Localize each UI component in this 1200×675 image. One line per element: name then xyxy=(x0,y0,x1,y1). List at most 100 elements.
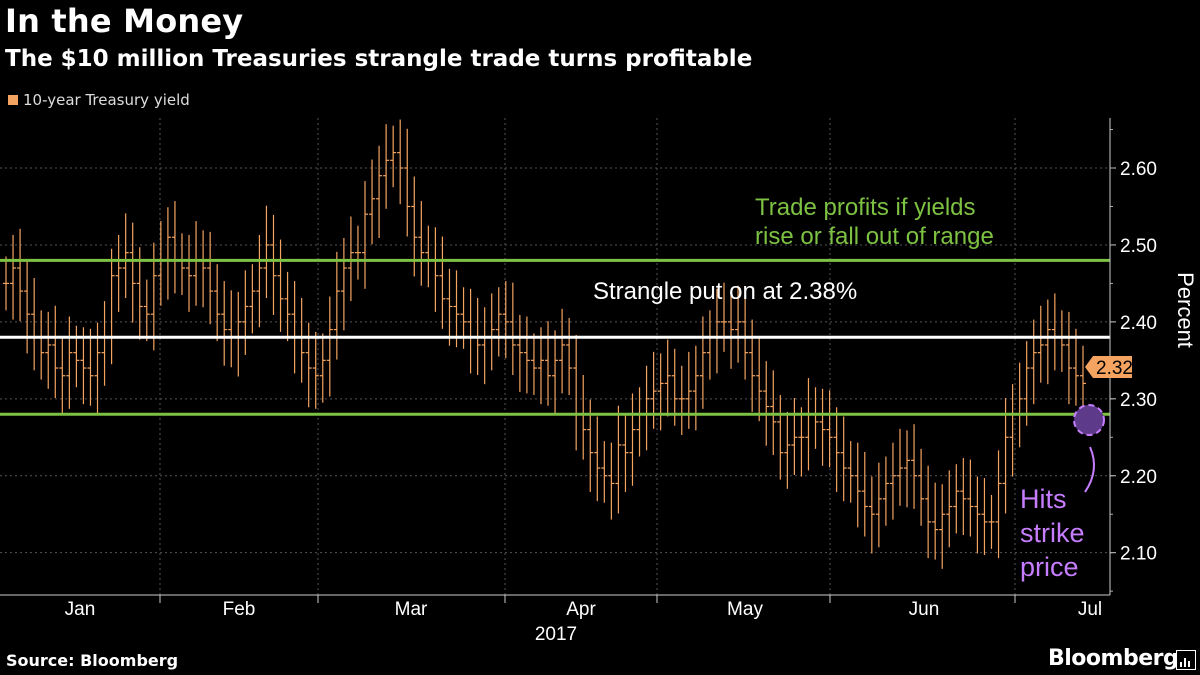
price-bar xyxy=(861,451,868,537)
price-bar xyxy=(974,476,981,554)
price-bar xyxy=(805,378,812,471)
strike-note-line-2: strike xyxy=(1020,518,1085,548)
price-bar xyxy=(1044,299,1051,385)
price-bar xyxy=(516,314,523,392)
price-bar xyxy=(868,476,875,554)
price-bar xyxy=(573,334,580,451)
source-note: Source: Bloomberg xyxy=(6,651,179,670)
gridlines xyxy=(0,118,1110,595)
price-bar xyxy=(1030,319,1037,405)
price-bar xyxy=(882,456,889,526)
price-bar xyxy=(995,450,1002,559)
price-bar xyxy=(953,464,960,534)
price-bar xyxy=(1002,398,1009,514)
price-bar xyxy=(735,285,742,363)
price-bar xyxy=(918,448,925,526)
strike-note-line-1: Hits xyxy=(1020,484,1067,514)
price-bar xyxy=(10,234,17,320)
price-bar xyxy=(678,365,685,435)
price-bar xyxy=(559,308,566,394)
price-bar xyxy=(221,281,228,366)
brand-logo: Bloomberg xyxy=(1048,646,1179,671)
price-bar xyxy=(1016,362,1023,448)
range-note-line-1: Trade profits if yields xyxy=(755,194,976,221)
price-bar xyxy=(150,242,157,351)
price-bar xyxy=(115,234,122,312)
price-bar xyxy=(509,282,516,375)
price-bar xyxy=(629,393,636,486)
price-bar xyxy=(59,338,66,415)
price-bar xyxy=(362,181,368,289)
price-bar xyxy=(52,305,59,399)
price-bar xyxy=(650,351,657,429)
price-bar xyxy=(214,264,221,342)
price-bar xyxy=(157,221,164,306)
x-tick-label: Apr xyxy=(566,599,596,620)
price-bar xyxy=(692,345,699,431)
price-bar xyxy=(615,405,622,514)
price-bar xyxy=(418,201,425,286)
x-tick-label: Jun xyxy=(909,599,940,620)
y-tick-label: 2.50 xyxy=(1120,236,1157,257)
legend: 10-year Treasury yield xyxy=(8,91,190,109)
strike-note-line-3: price xyxy=(1020,552,1079,582)
price-bar xyxy=(664,339,671,417)
price-bar xyxy=(854,442,861,528)
price-bar xyxy=(453,270,460,348)
price-bar xyxy=(467,288,474,374)
price-bar xyxy=(749,319,756,412)
price-bar xyxy=(369,159,376,245)
price-bar xyxy=(904,430,911,508)
last-value-label: 2.32 xyxy=(1096,358,1133,379)
price-bar xyxy=(847,441,854,503)
price-bar xyxy=(495,287,502,357)
price-bar xyxy=(460,287,467,349)
price-bar xyxy=(791,398,798,475)
x-tick-label: Feb xyxy=(223,599,256,620)
price-bar xyxy=(636,387,643,457)
chart-title: In the Money xyxy=(5,2,244,40)
price-bar xyxy=(136,247,143,340)
y-tick-label: 2.10 xyxy=(1120,544,1157,565)
price-bar xyxy=(777,394,784,480)
series-bars xyxy=(3,119,1086,569)
price-bar xyxy=(298,298,305,383)
price-bar xyxy=(1058,310,1065,372)
price-bar xyxy=(840,416,847,502)
range-note-line-2: rise or fall out of range xyxy=(755,223,994,250)
price-bar xyxy=(530,333,537,395)
price-bar xyxy=(235,291,242,377)
price-bar xyxy=(200,230,207,308)
price-bar xyxy=(101,301,108,386)
legend-label: 10-year Treasury yield xyxy=(23,91,190,109)
x-tick-label: Mar xyxy=(395,599,428,620)
price-bar xyxy=(1065,311,1072,405)
price-bar xyxy=(784,411,791,489)
price-bar xyxy=(875,462,882,548)
price-bar xyxy=(706,310,713,380)
price-bar xyxy=(896,428,903,506)
price-bar xyxy=(305,322,312,408)
price-bar xyxy=(967,459,974,537)
price-bar xyxy=(108,248,115,365)
x-tick-label: Jan xyxy=(65,599,96,620)
price-bar xyxy=(608,442,615,520)
price-bar xyxy=(946,470,953,548)
annotations: Trade profits if yields rise or fall out… xyxy=(535,194,1198,645)
price-bar xyxy=(171,201,178,294)
price-bar xyxy=(31,278,38,371)
price-bar xyxy=(404,128,411,237)
price-bar xyxy=(432,227,439,312)
price-bar xyxy=(186,234,193,312)
price-bar xyxy=(193,221,200,306)
price-bar xyxy=(643,365,650,451)
price-bar xyxy=(80,327,87,405)
price-bar xyxy=(312,331,319,409)
y-tick-label: 2.30 xyxy=(1120,390,1157,411)
price-bar xyxy=(932,482,939,560)
price-bar xyxy=(601,441,608,503)
price-bar xyxy=(685,351,692,429)
price-bar xyxy=(770,370,777,455)
price-bar xyxy=(326,296,333,397)
chart-subtitle: The $10 million Treasuries strangle trad… xyxy=(5,46,753,72)
